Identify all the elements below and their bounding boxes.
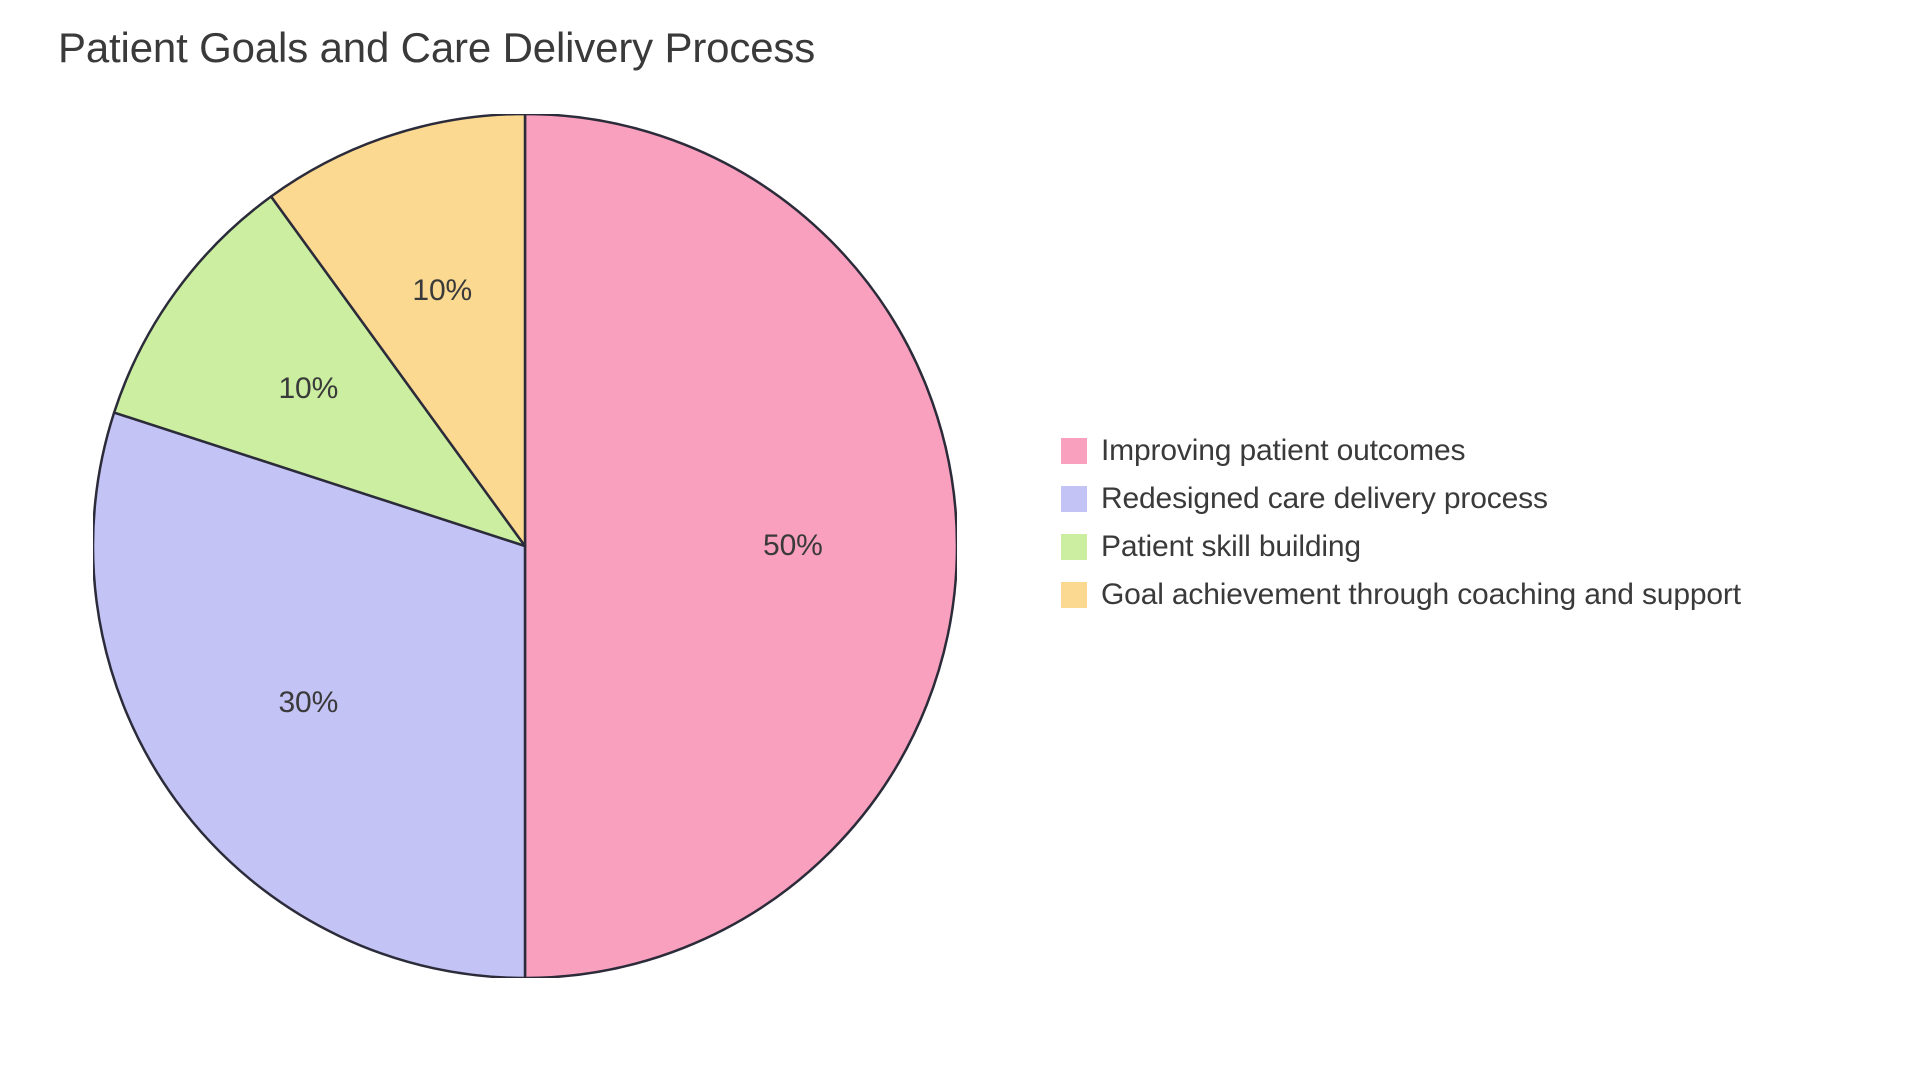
chart-title: Patient Goals and Care Delivery Process	[58, 24, 815, 72]
legend: Improving patient outcomes Redesigned car…	[1061, 434, 1741, 612]
chart-container: Patient Goals and Care Delivery Process …	[0, 0, 1920, 1080]
slice-percent-label: 30%	[279, 686, 339, 720]
legend-swatch	[1061, 534, 1087, 560]
pie-chart	[93, 114, 957, 978]
pie-svg	[93, 114, 957, 978]
pie-slice	[525, 114, 957, 978]
legend-item: Goal achievement through coaching and su…	[1061, 578, 1741, 612]
legend-item: Patient skill building	[1061, 530, 1741, 564]
slice-percent-label: 50%	[763, 529, 823, 563]
legend-label: Patient skill building	[1101, 530, 1361, 564]
legend-swatch	[1061, 486, 1087, 512]
slice-percent-label: 10%	[279, 372, 339, 406]
legend-item: Improving patient outcomes	[1061, 434, 1741, 468]
legend-swatch	[1061, 582, 1087, 608]
legend-swatch	[1061, 438, 1087, 464]
slice-percent-label: 10%	[412, 274, 472, 308]
legend-label: Redesigned care delivery process	[1101, 482, 1548, 516]
legend-label: Goal achievement through coaching and su…	[1101, 578, 1741, 612]
legend-label: Improving patient outcomes	[1101, 434, 1465, 468]
legend-item: Redesigned care delivery process	[1061, 482, 1741, 516]
